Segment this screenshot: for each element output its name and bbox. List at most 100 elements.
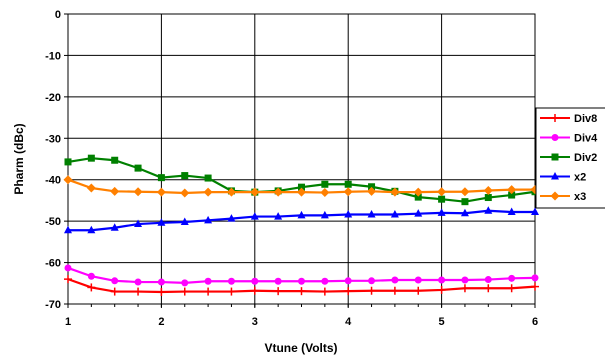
x-tick-label: 4 [345,316,352,328]
data-point [391,276,399,284]
data-point [64,264,72,272]
data-point [343,187,353,197]
data-point [344,180,352,188]
data-point [180,287,189,296]
data-point [274,212,283,220]
legend: Div8 Div4 Div2 x2 x3 [535,107,605,209]
legend-label: x2 [574,172,586,184]
data-point [227,277,235,285]
data-point [414,276,422,284]
data-point [414,286,423,295]
data-point [438,276,446,284]
data-point [344,210,353,218]
legend-item: Div8 [540,113,597,125]
data-point [110,287,119,296]
data-point [298,183,305,191]
legend-label: Div4 [574,133,598,145]
data-point [111,156,119,164]
data-point [87,272,95,280]
data-point [87,225,96,234]
data-point [250,286,259,295]
series-div4 [64,264,539,287]
data-point [390,187,400,197]
data-point [134,164,142,172]
data-point [251,277,259,285]
data-point [390,210,399,218]
data-point [181,279,189,287]
data-point [483,185,493,195]
data-point [273,187,283,197]
y-axis-ticks: 0 -10 -20 -30 -40 -50 -60 -70 [45,9,68,311]
data-point [367,186,377,196]
data-point [367,286,376,295]
data-point [551,114,559,122]
legend-label: x3 [574,191,586,203]
y-axis-label: Pharm (dBc) [12,123,26,194]
data-point [508,191,516,199]
data-point [110,223,119,231]
data-point [484,284,493,293]
data-point [274,287,283,296]
data-point [204,174,212,182]
data-point [157,218,166,226]
data-point [461,198,469,206]
data-point [63,175,73,185]
data-point [157,287,166,296]
data-point [297,210,306,219]
data-point [368,277,376,285]
series-x3 [63,175,540,198]
x-tick-label: 2 [158,316,164,328]
y-tick-label: -70 [45,299,61,311]
x-tick-label: 3 [252,316,258,328]
data-point [508,274,516,282]
data-point [134,287,143,296]
data-point [551,134,559,141]
data-point [227,214,236,222]
x-tick-label: 6 [532,316,538,328]
data-point [460,208,469,217]
data-point [414,193,422,201]
data-point [460,284,469,293]
data-point [227,287,236,296]
legend-item: Div4 [540,133,598,145]
data-point [64,275,72,284]
data-point [180,188,190,198]
data-point [87,154,95,162]
data-point [531,207,539,216]
legend-item: Div2 [540,152,597,164]
data-point [461,276,469,284]
data-point [180,217,189,225]
data-point [437,187,447,197]
x-tick-label: 5 [439,316,445,328]
series-div8 [64,275,539,296]
data-point [157,174,165,182]
data-point [204,215,213,224]
data-point [531,282,539,291]
data-point [367,210,376,218]
data-point [484,206,493,214]
data-point [87,283,96,292]
y-tick-label: -10 [45,50,61,62]
y-tick-label: -40 [45,175,61,187]
series-layer [63,154,540,296]
data-point [551,153,559,161]
data-point [390,286,399,295]
data-point [157,278,165,286]
legend-label: Div8 [574,113,597,125]
data-point [64,225,72,234]
data-point [226,187,236,197]
y-tick-label: -30 [45,133,61,145]
data-point [344,277,352,285]
data-point [551,172,559,180]
data-point [437,285,446,294]
legend-label: Div2 [574,152,597,164]
data-point [203,187,213,197]
data-point [274,277,282,285]
x-tick-label: 1 [65,316,71,328]
data-point [204,287,213,296]
data-point [320,210,329,219]
data-point [110,186,120,196]
y-tick-label: -60 [45,258,61,270]
data-point [550,191,560,201]
